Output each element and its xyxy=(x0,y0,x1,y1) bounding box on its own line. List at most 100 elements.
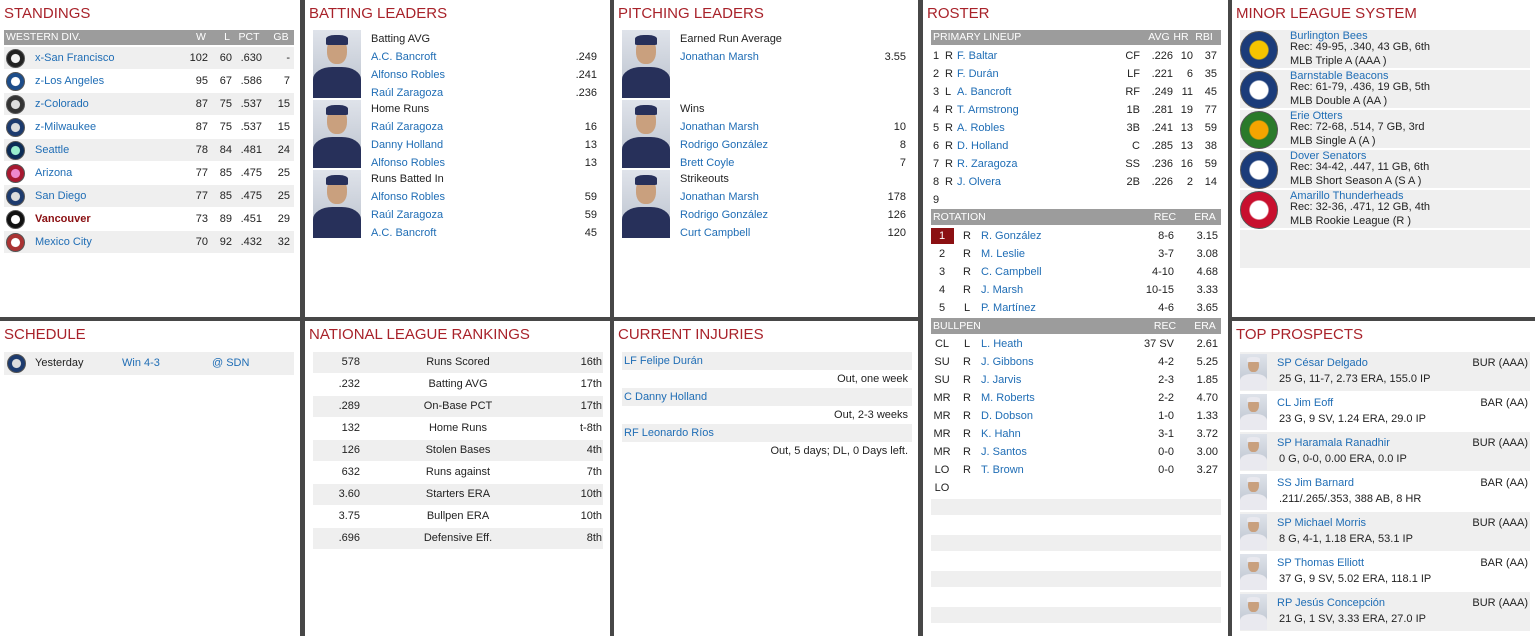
staff-cell[interactable]: R. González xyxy=(981,230,1042,242)
lineup-cell: .241 xyxy=(1151,122,1173,134)
lineup-cell[interactable]: T. Armstrong xyxy=(957,104,1019,116)
player-photo xyxy=(1240,434,1267,470)
lineup-cell: 8 xyxy=(933,176,940,188)
team-name[interactable]: Erie Otters xyxy=(1290,110,1343,122)
player-name[interactable]: Alfonso Robles xyxy=(371,157,445,169)
prospect-name[interactable]: SS Jim Barnard xyxy=(1277,477,1355,489)
lineup-cell[interactable]: A. Bancroft xyxy=(957,86,1012,98)
staff-cell: 2-2 xyxy=(1158,392,1174,404)
prospect-name[interactable]: SP César Delgado xyxy=(1277,357,1368,369)
team-name[interactable]: Dover Senators xyxy=(1290,150,1367,162)
player-name[interactable]: Raúl Zaragoza xyxy=(371,87,444,99)
team-name[interactable]: x-San Francisco xyxy=(35,52,115,64)
staff-cell[interactable]: J. Santos xyxy=(981,446,1027,458)
team-name[interactable]: z-Milwaukee xyxy=(35,121,97,133)
row-stripe xyxy=(313,352,603,373)
lineup-cell[interactable]: J. Olvera xyxy=(957,176,1002,188)
team-name[interactable]: Burlington Bees xyxy=(1290,30,1368,42)
lineup-cell[interactable]: F. Durán xyxy=(957,68,999,80)
staff-cell[interactable]: P. Martínez xyxy=(981,302,1036,314)
stat-cell: .537 xyxy=(240,98,262,110)
injured-player[interactable]: RF Leonardo Ríos xyxy=(624,427,714,439)
player-name[interactable]: Rodrigo González xyxy=(680,139,769,151)
injured-player[interactable]: C Danny Holland xyxy=(624,391,708,403)
prospect-name[interactable]: CL Jim Eoff xyxy=(1277,397,1334,409)
prospect-name[interactable]: SP Haramala Ranadhir xyxy=(1277,437,1390,449)
staff-cell: MR xyxy=(933,428,951,440)
injury-status: Out, one week xyxy=(837,373,908,385)
player-name[interactable]: Brett Coyle xyxy=(680,157,735,169)
lineup-cell: 6 xyxy=(933,140,940,152)
player-name[interactable]: A.C. Bancroft xyxy=(371,51,437,63)
staff-cell[interactable]: D. Dobson xyxy=(981,410,1033,422)
staff-cell[interactable]: J. Jarvis xyxy=(981,374,1022,386)
lineup-cell[interactable]: D. Holland xyxy=(957,140,1009,152)
row-stripe xyxy=(4,47,294,69)
staff-cell: 5 xyxy=(938,302,946,314)
lineup-cell: 59 xyxy=(1204,158,1217,170)
team-name[interactable]: San Diego xyxy=(35,190,87,202)
injured-player[interactable]: LF Felipe Durán xyxy=(624,355,703,367)
prospect-name[interactable]: SP Michael Morris xyxy=(1277,517,1367,529)
column-header: REC xyxy=(1153,320,1177,332)
prospect-team: BAR (AA) xyxy=(1480,397,1528,409)
team-level: MLB Short Season A (S A ) xyxy=(1290,175,1422,187)
staff-cell[interactable]: C. Campbell xyxy=(981,266,1042,278)
rank-stat: Starters ERA xyxy=(425,488,491,500)
player-name[interactable]: Jonathan Marsh xyxy=(680,121,759,133)
stat-value: 13 xyxy=(584,139,597,151)
stat-cell: 75 xyxy=(219,121,232,133)
column-header: ERA xyxy=(1194,211,1216,223)
staff-cell[interactable]: K. Hahn xyxy=(981,428,1021,440)
team-name[interactable]: Arizona xyxy=(35,167,73,179)
team-name[interactable]: Barnstable Beacons xyxy=(1290,70,1389,82)
player-name[interactable]: Jonathan Marsh xyxy=(680,191,759,203)
game-opponent[interactable]: @ SDN xyxy=(212,357,250,369)
team-name[interactable]: z-Colorado xyxy=(35,98,89,110)
staff-cell[interactable]: M. Roberts xyxy=(981,392,1035,404)
staff-cell[interactable]: L. Heath xyxy=(981,338,1023,350)
prospect-name[interactable]: SP Thomas Elliott xyxy=(1277,557,1365,569)
player-jersey xyxy=(622,137,670,168)
player-name[interactable]: Raúl Zaragoza xyxy=(371,121,444,133)
player-name[interactable]: Curt Campbell xyxy=(680,227,751,239)
player-name[interactable]: Jonathan Marsh xyxy=(680,51,759,63)
lineup-cell[interactable]: A. Robles xyxy=(957,122,1005,134)
stat-cell: 77 xyxy=(195,190,208,202)
player-name[interactable]: Danny Holland xyxy=(371,139,444,151)
player-name[interactable]: Rodrigo González xyxy=(680,209,769,221)
staff-cell[interactable]: J. Gibbons xyxy=(981,356,1034,368)
staff-cell[interactable]: M. Leslie xyxy=(981,248,1026,260)
team-name[interactable]: Mexico City xyxy=(35,236,92,248)
game-result[interactable]: Win 4-3 xyxy=(122,357,160,369)
player-jersey xyxy=(313,207,361,238)
player-photo xyxy=(313,170,361,238)
prospect-name[interactable]: RP Jesús Concepción xyxy=(1277,597,1386,609)
stat-cell: 85 xyxy=(219,190,232,202)
header-bar xyxy=(931,30,1221,45)
player-photo xyxy=(622,30,670,98)
player-photo xyxy=(313,100,361,168)
lineup-cell[interactable]: F. Baltar xyxy=(957,50,998,62)
staff-cell: MR xyxy=(933,446,951,458)
prospect-team: BAR (AA) xyxy=(1480,557,1528,569)
panel-title: STANDINGS xyxy=(4,5,91,22)
stat-cell: 85 xyxy=(219,167,232,179)
player-name[interactable]: Raúl Zaragoza xyxy=(371,209,444,221)
team-name[interactable]: Seattle xyxy=(35,144,70,156)
team-name[interactable]: z-Los Angeles xyxy=(35,75,105,87)
player-name[interactable]: Alfonso Robles xyxy=(371,191,445,203)
rank-position: 4th xyxy=(586,444,602,456)
staff-cell: R xyxy=(963,410,971,422)
lineup-cell: 14 xyxy=(1204,176,1217,188)
row-stripe xyxy=(1240,190,1530,228)
stat-label: Strikeouts xyxy=(680,173,729,185)
player-name[interactable]: A.C. Bancroft xyxy=(371,227,437,239)
lineup-cell[interactable]: R. Zaragoza xyxy=(957,158,1018,170)
lineup-cell: 2B xyxy=(1126,176,1140,188)
team-name[interactable]: Amarillo Thunderheads xyxy=(1290,190,1404,202)
player-jersey xyxy=(313,67,361,98)
staff-cell[interactable]: J. Marsh xyxy=(981,284,1024,296)
player-name[interactable]: Alfonso Robles xyxy=(371,69,445,81)
staff-cell[interactable]: T. Brown xyxy=(981,464,1024,476)
